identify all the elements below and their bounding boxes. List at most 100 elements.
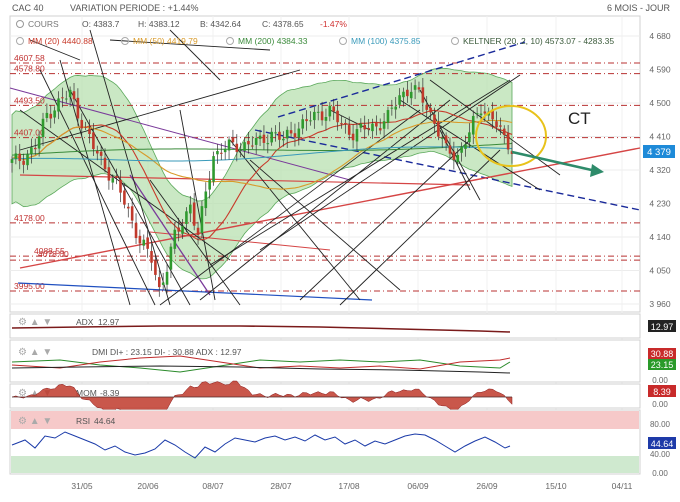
candle-body (475, 113, 479, 115)
candle-body (173, 229, 177, 249)
svg-text:12.97: 12.97 (651, 322, 674, 332)
x-tick-label: 31/05 (71, 481, 93, 491)
candle-body (22, 160, 25, 165)
candle-body (429, 107, 432, 113)
rsi-oversold-zone (11, 456, 639, 473)
svg-text:80.00: 80.00 (650, 420, 671, 429)
dmi-plus-line (11, 359, 511, 373)
candle-body (394, 106, 398, 110)
period-text: 6 MOIS - JOUR (607, 3, 671, 13)
candle-body (375, 122, 378, 127)
candle-body (359, 123, 363, 128)
svg-text:⚙ ▲ ▼: ⚙ ▲ ▼ (18, 317, 52, 328)
candle-body (157, 277, 161, 288)
svg-text:40.00: 40.00 (650, 450, 671, 459)
ct-circle (475, 105, 547, 167)
candle-body (258, 135, 262, 139)
candle-body (204, 191, 208, 209)
candle-body (254, 137, 258, 145)
candle-body (305, 119, 308, 122)
candle-body (72, 91, 76, 100)
level-label: 4078.00 (38, 249, 69, 259)
candle-body (134, 222, 138, 239)
candle-body (351, 133, 355, 141)
candle-body (332, 106, 336, 112)
svg-text:12.97: 12.97 (98, 317, 120, 327)
candle-body (154, 260, 157, 275)
candle-body (37, 136, 41, 149)
candle-body (239, 149, 242, 151)
candle-body (165, 271, 169, 285)
candle-body (64, 98, 68, 100)
candle-body (425, 104, 429, 110)
dmi-minus-line (11, 355, 511, 370)
x-tick-label: 06/09 (407, 481, 429, 491)
candle-body (437, 121, 440, 137)
projection-arrow (511, 150, 597, 173)
candle-body (262, 134, 266, 143)
mom-histogram (11, 380, 513, 416)
candles (10, 78, 514, 297)
candle-body (80, 119, 84, 129)
candle-body (285, 129, 289, 139)
candle-body (57, 98, 60, 112)
candle-body (227, 139, 231, 151)
candle-body (402, 91, 405, 98)
candle-body (297, 128, 301, 138)
candle-body (30, 147, 33, 154)
candle-body (188, 204, 192, 214)
variation-text: VARIATION PERIODE : +1.44% (70, 3, 198, 13)
svg-text:4 379: 4 379 (647, 147, 671, 158)
svg-text:30.88: 30.88 (651, 349, 674, 359)
candle-body (344, 122, 347, 125)
candle-body (10, 159, 14, 163)
candle-body (278, 131, 281, 140)
candle-body (68, 89, 72, 98)
ct-label: CT (568, 109, 591, 128)
x-tick-label: 26/09 (476, 481, 498, 491)
candle-body (196, 227, 200, 236)
candle-body (444, 135, 448, 144)
svg-text:MM (100) 4375.85: MM (100) 4375.85 (351, 36, 421, 46)
x-tick-label: 08/07 (202, 481, 224, 491)
candle-body (433, 114, 436, 124)
candle-body (382, 121, 386, 129)
legend-row-2: MM (20) 4440.88 MM (50) 4419.79 MM (200)… (16, 36, 614, 46)
moving-averages (11, 109, 513, 241)
svg-text:0.00: 0.00 (652, 376, 668, 385)
y-tick-label: 3 960 (649, 299, 671, 309)
y-tick-label: 4 050 (649, 266, 671, 276)
svg-text:DMI DI+ : 23.15 DI- : 30.88 AD: DMI DI+ : 23.15 DI- : 30.88 ADX : 12.97 (92, 347, 242, 357)
candle-body (251, 145, 254, 147)
candle-body (479, 113, 483, 116)
candle-body (367, 127, 370, 130)
candle-body (398, 95, 401, 105)
candle-body (200, 206, 204, 234)
price-axis: 4 680 4 590 4 500 4 410 4 320 4 230 4 140 4 050… (649, 31, 671, 309)
candle-body (460, 146, 463, 153)
candle-body (243, 142, 246, 151)
candle-body (18, 153, 22, 161)
rsi-axis: 80.00 44.64 40.00 0.00 (648, 420, 676, 478)
trendlines (9, 29, 641, 306)
svg-text:0.00: 0.00 (652, 469, 668, 478)
candle-body (45, 112, 49, 119)
candle-body (235, 143, 239, 152)
svg-text:MM (200) 4384.33: MM (200) 4384.33 (238, 36, 308, 46)
candle-body (49, 113, 53, 119)
candle-body (53, 110, 56, 118)
candle-body (282, 138, 285, 141)
candle-body (293, 133, 297, 138)
x-tick-label: 04/11 (612, 481, 633, 491)
candle-body (192, 202, 196, 226)
mom-legend: ⚙ ▲ ▼ MOM -8.39 (18, 388, 120, 399)
candle-body (138, 235, 142, 244)
candle-body (61, 97, 64, 99)
svg-text:KELTNER (20, 2, 10) 4573.07 -: KELTNER (20, 2, 10) 4573.07 - 4283.35 (463, 36, 614, 46)
candle-body (390, 107, 394, 109)
adx-legend: ⚙ ▲ ▼ ADX 12.97 (18, 317, 120, 328)
candle-body (247, 140, 250, 145)
candle-body (95, 150, 99, 154)
svg-text:44.64: 44.64 (651, 439, 674, 449)
